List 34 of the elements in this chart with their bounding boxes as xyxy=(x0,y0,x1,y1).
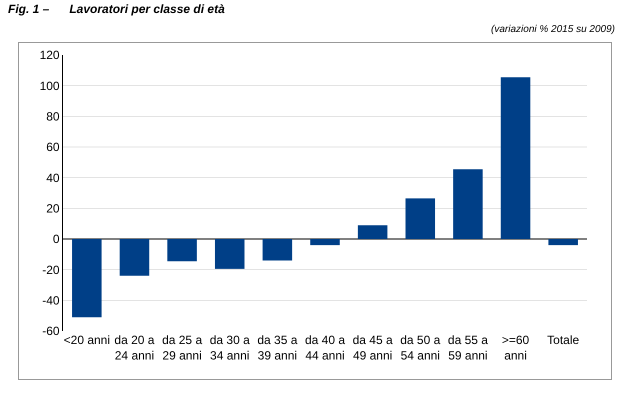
bar xyxy=(120,239,150,276)
y-tick-label: 80 xyxy=(46,110,60,124)
y-tick-label: 60 xyxy=(46,140,60,154)
x-tick-label: <20 anni xyxy=(64,333,110,347)
y-tick-label: -60 xyxy=(42,324,60,338)
y-tick-label: 0 xyxy=(52,232,60,246)
x-tick-label: Totale xyxy=(547,333,580,347)
x-tick-label: da 35 a 39 anni xyxy=(257,333,298,363)
x-tick-label: da 40 a 44 anni xyxy=(304,333,346,363)
chart-title: Fig. 1 – Lavoratori per classe di età xyxy=(8,2,225,16)
bar xyxy=(358,225,388,239)
x-tick-label: >=60 anni xyxy=(502,333,530,363)
x-tick-label: da 25 a 29 anni xyxy=(162,333,202,363)
chart-subtitle: (variazioni % 2015 su 2009) xyxy=(491,24,615,35)
bar xyxy=(167,239,197,262)
y-tick-label: 100 xyxy=(40,78,60,93)
bar xyxy=(214,239,244,269)
bar xyxy=(406,198,436,239)
y-tick-label: -40 xyxy=(42,294,60,308)
y-tick-label: 40 xyxy=(46,170,60,185)
y-tick-label: 20 xyxy=(46,202,60,216)
bar xyxy=(453,169,483,239)
x-tick-label: da 45 a 49 anni xyxy=(352,333,393,363)
bar xyxy=(310,239,340,246)
y-tick-label: 120 xyxy=(40,48,60,62)
x-tick-label: da 30 a 34 anni xyxy=(210,333,250,363)
bar xyxy=(500,77,530,239)
y-tick-label: -20 xyxy=(42,262,60,277)
bar xyxy=(548,239,578,246)
bar xyxy=(72,239,102,318)
x-tick-label: da 20 a 24 anni xyxy=(114,333,155,363)
bar xyxy=(262,239,292,260)
x-tick-label: da 50 a 54 anni xyxy=(400,333,441,363)
x-tick-label: da 55 a 59 anni xyxy=(448,333,488,363)
